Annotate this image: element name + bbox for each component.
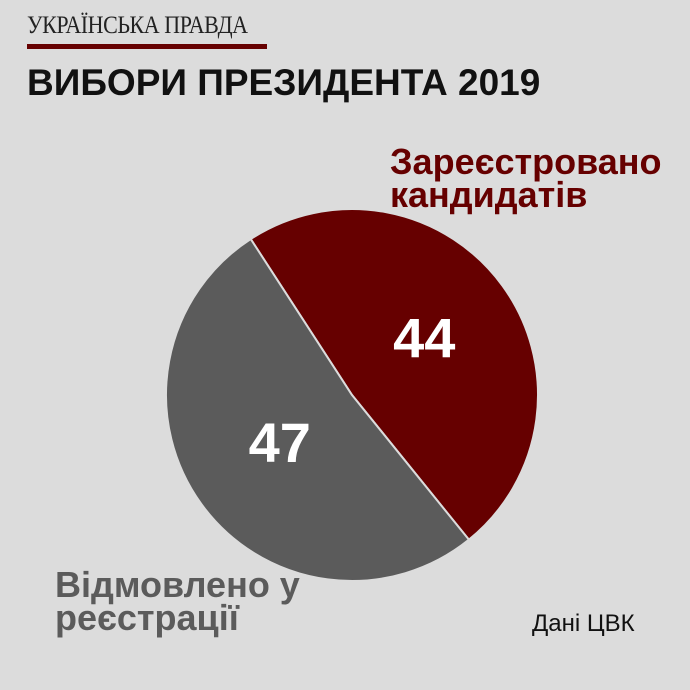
value-label: 47: [249, 411, 311, 474]
slice-label: Відмовлено у реєстрації: [55, 564, 300, 638]
pie-slice: [249, 208, 539, 542]
pie-slice: [165, 237, 471, 582]
header-rule: [27, 44, 267, 49]
source: Дані ЦВК: [532, 610, 635, 637]
value-label: 44: [393, 306, 455, 369]
slice-label: Зареєстровано кандидатів: [390, 141, 662, 215]
chart-title: ВИБОРИ ПРЕЗИДЕНТА 2019: [27, 62, 541, 103]
publisher: УКРАЇНСЬКА ПРАВДА: [27, 12, 248, 39]
